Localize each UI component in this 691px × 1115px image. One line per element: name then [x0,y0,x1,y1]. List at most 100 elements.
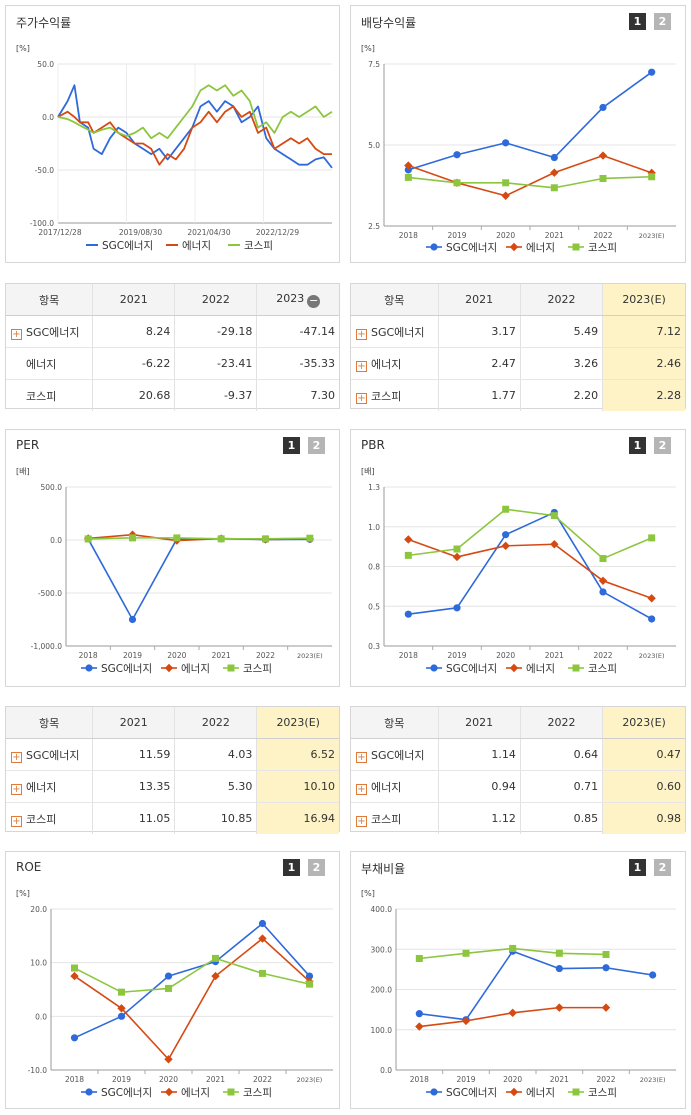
row-name: SGC에너지 [371,325,425,339]
y-tick-label: -500.0 [38,589,62,598]
page-2-button[interactable]: 2 [654,437,671,454]
data-point-s1 [502,531,510,539]
legend-label: SGC에너지 [446,663,497,675]
data-point-s1 [649,971,657,979]
expand-icon[interactable]: + [356,751,367,763]
y-unit-label: [%] [361,44,375,53]
value-cell: 1.12 [438,802,521,834]
row-name-cell: 코스피 [6,379,94,411]
value-cell: 2.20 [520,379,604,411]
data-point-s1 [453,604,461,612]
data-point-s3 [129,534,136,542]
panel-title: PBR [361,438,385,452]
data-point-s2 [452,552,462,562]
x-tick-label: 2023(E) [640,1076,666,1084]
data-point-s3 [502,505,510,513]
series-line-s1 [408,511,653,620]
y-unit-label: [%] [16,44,30,53]
table-row: + 코스피 11.05 10.85 16.94 [6,802,339,834]
row-name: SGC에너지 [26,748,80,762]
value-cell: 0.60 [602,770,685,803]
data-point-s3 [262,535,269,543]
y-tick-label: 1.0 [368,523,380,532]
x-tick-label: 2022 [596,1075,615,1084]
series-line-s2 [408,538,652,600]
value-cell: 1.14 [438,738,521,771]
expand-icon[interactable]: + [11,815,22,827]
value-cell: 0.85 [520,802,604,834]
expand-icon[interactable]: + [11,328,22,340]
page-2-button[interactable]: 2 [654,859,671,876]
x-tick-label: 2020 [496,651,515,660]
page-1-button[interactable]: 1 [283,437,300,454]
expand-icon[interactable]: + [356,815,367,827]
row-name: 코스피 [26,389,57,403]
table-row: + SGC에너지 8.24 -29.18 -47.14 [6,315,339,348]
row-name-cell: 에너지 [6,347,94,380]
value-cell: 3.17 [438,315,521,348]
column-header: 2022 [520,707,604,739]
data-point-s3 [462,949,470,957]
page-1-button[interactable]: 1 [629,437,646,454]
dividend-yield-panel: 배당수익률 1 2 [%] 7.5 5.0 2.5 2018 2019 2020 2021 20… [350,5,686,263]
value-cell: 13.35 [92,770,176,803]
expand-icon[interactable]: + [356,360,367,372]
y-tick-label: 0.0 [50,536,62,545]
value-cell: 11.59 [92,738,176,771]
expand-icon[interactable]: + [11,783,22,795]
y-tick-label: 5.0 [368,141,380,150]
legend-label: SGC에너지 [446,242,497,254]
data-table: 항목 2021 2022 2023(E) + SGC에너지 3.17 5.49 7.12 + 에너지… [351,284,685,411]
column-header-label: 2023(E) [622,293,666,306]
y-tick-label: 7.5 [368,60,380,69]
x-tick-label: 2021 [550,1075,569,1084]
page-1-button[interactable]: 1 [629,859,646,876]
data-point-s1 [258,919,267,928]
series-line-s3 [408,508,652,560]
expand-icon[interactable]: + [356,392,367,404]
dividend-yield-chart: [%] 7.5 5.0 2.5 2018 2019 2020 2021 2022 2023(E) S… [361,44,676,254]
collapse-icon[interactable]: − [307,293,321,308]
legend-marker [430,243,438,251]
row-name: 코스피 [26,812,57,826]
data-point-s3 [453,179,461,187]
value-cell: 1.77 [438,379,521,411]
data-point-s3 [599,174,607,182]
legend-label: SGC에너지 [101,663,152,675]
page-2-button[interactable]: 2 [308,437,325,454]
table-row: + SGC에너지 3.17 5.49 7.12 [351,315,685,348]
y-tick-label: 300.0 [371,945,393,954]
expand-icon[interactable]: + [356,328,367,340]
page-1-button[interactable]: 1 [629,13,646,30]
x-tick-label: 2023(E) [639,652,665,660]
data-point-s1 [404,610,412,618]
row-name-cell: + 코스피 [351,802,439,834]
pager: 1 2 [629,859,671,876]
series-line-s3 [88,537,310,540]
column-header: 2021 [92,284,176,316]
y-tick-label: 20.0 [30,905,47,914]
legend-label: 에너지 [182,240,211,252]
legend-label: 에너지 [181,663,210,675]
data-point-s1 [117,1012,126,1020]
data-point-s3 [212,954,219,962]
page-2-button[interactable]: 2 [308,859,325,876]
y-tick-label: 100.0 [371,1026,393,1035]
pbr-table: 항목 2021 2022 2023(E) + SGC에너지 1.14 0.64 0.47 + 에너지… [350,706,686,834]
legend-marker [430,664,438,672]
expand-icon[interactable]: + [356,783,367,795]
data-point-s3 [84,535,92,543]
value-cell: -9.37 [174,379,258,411]
column-header: 2023(E) [602,707,685,739]
column-header-label: 2021 [119,716,148,729]
value-cell: 4.03 [174,738,258,771]
y-tick-label: 0.0 [380,1066,392,1075]
value-cell: 6.52 [256,738,339,771]
stock-return-table: 항목 2021 2022 2023− + SGC에너지 8.24 -29.18 -47.14 에너… [5,283,340,411]
column-header-label: 2022 [201,293,230,306]
expand-icon[interactable]: + [11,751,22,763]
page-1-button[interactable]: 1 [283,859,300,876]
data-point-s3 [173,534,181,542]
column-header-label: 2023(E) [622,716,666,729]
page-2-button[interactable]: 2 [654,13,671,30]
